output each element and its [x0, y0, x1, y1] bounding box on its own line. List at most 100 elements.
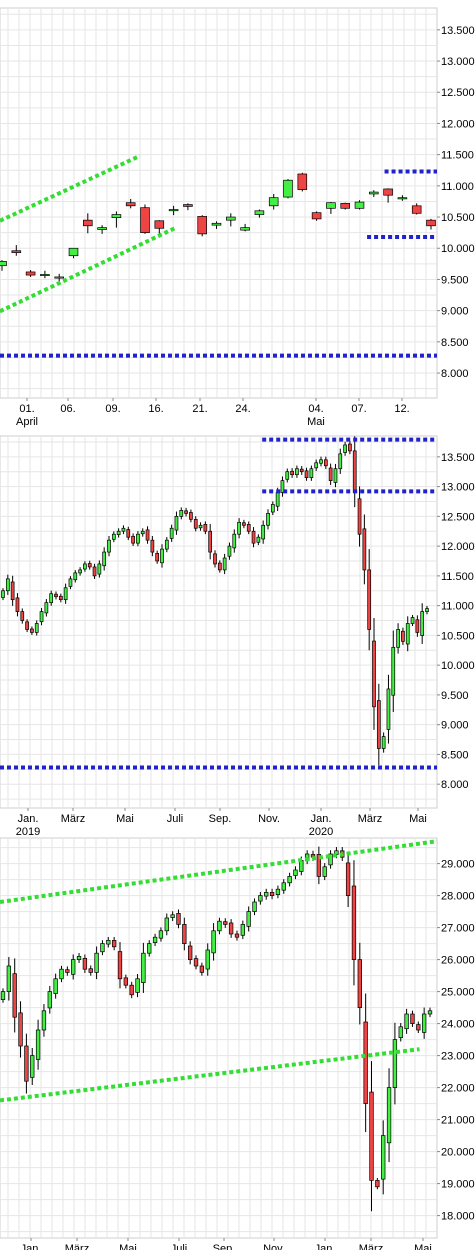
candle-body [154, 220, 165, 229]
candle-body [322, 866, 327, 877]
y-tick-label: 13.000 [441, 482, 475, 494]
candle-body [164, 917, 169, 932]
candle-body [266, 513, 270, 526]
candle-body [174, 516, 179, 531]
x-tick-label: Jan. [21, 1243, 42, 1250]
candle-body [299, 468, 304, 473]
candle-body [111, 940, 117, 948]
x-tick-label: Sep. [213, 1243, 236, 1250]
candle-body [427, 1010, 433, 1015]
y-tick-label: 19.000 [441, 1179, 475, 1191]
candle-body [92, 566, 97, 577]
candle-body [121, 527, 126, 532]
x-tick-label: 04. [308, 403, 323, 415]
candle-body [68, 247, 79, 257]
x-sub-label: 2019 [16, 826, 40, 838]
candle-body [426, 219, 436, 227]
candle-body [49, 593, 54, 604]
candle-body [275, 888, 281, 895]
candle-body [228, 922, 234, 935]
candle-body [0, 260, 7, 267]
y-tick-label: 8.000 [441, 368, 469, 380]
candle-body [125, 202, 136, 207]
candle-body [97, 227, 107, 230]
x-tick-label: 24. [235, 403, 250, 415]
candle-body [372, 640, 376, 708]
candle-body [41, 1010, 47, 1031]
y-tick-label: 10.000 [441, 660, 475, 672]
candle-body [269, 892, 275, 896]
y-tick-label: 12.500 [441, 511, 475, 523]
candle-body [232, 533, 237, 549]
candle-body [160, 548, 164, 564]
candle-body [234, 933, 240, 938]
candle-body [20, 611, 25, 621]
candle-body [73, 572, 78, 581]
x-tick-label: Jan. [311, 813, 332, 825]
candle-body [421, 1013, 427, 1033]
candle-body [333, 468, 338, 483]
candle-body [83, 563, 87, 570]
candle-body [102, 551, 107, 567]
y-tick-label: 10.500 [441, 630, 475, 642]
x-tick-label: 12. [394, 403, 409, 415]
candle-body [155, 553, 160, 562]
y-tick-label: 13.500 [441, 452, 475, 464]
x-tick-label: Jan. [315, 1243, 336, 1250]
y-tick-label: 8.000 [441, 779, 469, 791]
candle-body [58, 595, 63, 601]
candle-body [338, 453, 343, 470]
candle-body [25, 621, 29, 630]
candle-body [411, 205, 422, 214]
x-tick-label: Mai [119, 1243, 137, 1250]
candle-body [176, 913, 181, 925]
candle-body [270, 504, 275, 513]
x-tick-label: 16. [148, 403, 163, 415]
candle-body [256, 536, 261, 543]
x-tick-label: Juli [167, 813, 184, 825]
y-tick-label: 27.000 [441, 923, 475, 935]
candle-body [11, 250, 22, 253]
candle-body [71, 959, 76, 975]
y-tick-label: 11.500 [441, 571, 474, 583]
candle-body [54, 593, 58, 598]
candle-body [94, 952, 99, 973]
y-tick-label: 12.000 [441, 541, 475, 553]
x-tick-label: März [61, 813, 85, 825]
x-tick-label: Mai [409, 813, 427, 825]
candle-body [68, 578, 73, 587]
candle-body [141, 952, 146, 983]
candle-body [59, 968, 64, 980]
x-tick-label: 01. [19, 403, 34, 415]
candle-body [35, 1029, 41, 1060]
candle-body [53, 978, 58, 994]
candle-body [357, 959, 362, 1008]
candle-body [223, 921, 228, 925]
y-tick-label: 10.500 [441, 212, 475, 224]
candle-body [283, 179, 293, 198]
candle-body [5, 578, 10, 592]
candle-body [410, 617, 415, 624]
candle-body [340, 202, 350, 209]
y-tick-label: 23.000 [441, 1051, 475, 1063]
candle-body [352, 450, 357, 493]
y-tick-label: 8.500 [441, 749, 469, 761]
candle-body [211, 222, 222, 226]
dax-year-panel: 8.000 8.500 9.000 9.500 10.000 10.500 11.000 11… [0, 435, 475, 838]
candle-body [222, 557, 227, 571]
y-tick-label: 9.500 [441, 690, 469, 702]
plot-area [0, 435, 438, 809]
y-tick-label: 10.000 [441, 243, 475, 255]
candle-body [323, 459, 328, 467]
y-tick-label: 21.000 [441, 1115, 475, 1127]
y-tick-label: 12.000 [441, 118, 475, 130]
candle-body [6, 965, 12, 992]
candle-body [405, 623, 410, 645]
candle-body [184, 510, 188, 514]
candle-body [198, 524, 203, 529]
candle-body [319, 459, 323, 464]
x-tick-label: März [359, 1243, 383, 1250]
x-tick-label: Sep. [209, 813, 232, 825]
candle-body [401, 630, 405, 642]
y-tick-label: 11.000 [441, 181, 474, 193]
